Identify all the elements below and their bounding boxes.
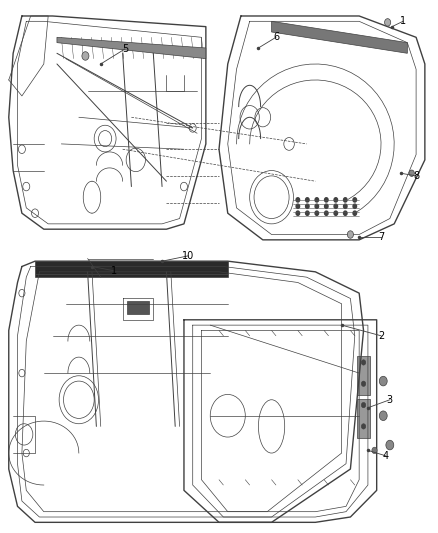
Circle shape — [353, 198, 357, 202]
Text: 2: 2 — [378, 331, 384, 341]
Circle shape — [343, 204, 347, 208]
Circle shape — [325, 204, 328, 208]
Circle shape — [296, 211, 300, 215]
Text: 6: 6 — [273, 33, 279, 42]
Circle shape — [353, 211, 357, 215]
Circle shape — [306, 198, 309, 202]
Polygon shape — [57, 37, 206, 59]
Circle shape — [306, 204, 309, 208]
Circle shape — [296, 204, 300, 208]
Text: 8: 8 — [413, 171, 419, 181]
Circle shape — [386, 440, 394, 450]
Circle shape — [372, 447, 377, 454]
Text: 1: 1 — [400, 17, 406, 26]
Circle shape — [315, 211, 318, 215]
Circle shape — [361, 424, 366, 429]
Circle shape — [343, 211, 347, 215]
Circle shape — [334, 198, 338, 202]
Circle shape — [385, 19, 391, 26]
Circle shape — [347, 231, 353, 238]
Circle shape — [379, 411, 387, 421]
Circle shape — [353, 204, 357, 208]
FancyBboxPatch shape — [357, 399, 370, 438]
Polygon shape — [127, 301, 149, 314]
Circle shape — [361, 402, 366, 408]
Polygon shape — [35, 261, 228, 277]
Circle shape — [379, 376, 387, 386]
Circle shape — [296, 198, 300, 202]
FancyBboxPatch shape — [357, 356, 370, 395]
Circle shape — [82, 52, 89, 60]
Text: 3: 3 — [387, 395, 393, 405]
Text: 7: 7 — [378, 232, 384, 242]
Circle shape — [315, 204, 318, 208]
Text: 5: 5 — [122, 44, 128, 54]
Text: 4: 4 — [382, 451, 389, 461]
Circle shape — [361, 381, 366, 386]
Circle shape — [334, 204, 338, 208]
Circle shape — [361, 360, 366, 365]
Circle shape — [325, 198, 328, 202]
Polygon shape — [272, 21, 407, 53]
Circle shape — [343, 198, 347, 202]
Circle shape — [409, 170, 414, 176]
Text: 10: 10 — [182, 251, 194, 261]
Circle shape — [306, 211, 309, 215]
Text: 1: 1 — [111, 266, 117, 276]
Circle shape — [325, 211, 328, 215]
Circle shape — [334, 211, 338, 215]
Circle shape — [315, 198, 318, 202]
